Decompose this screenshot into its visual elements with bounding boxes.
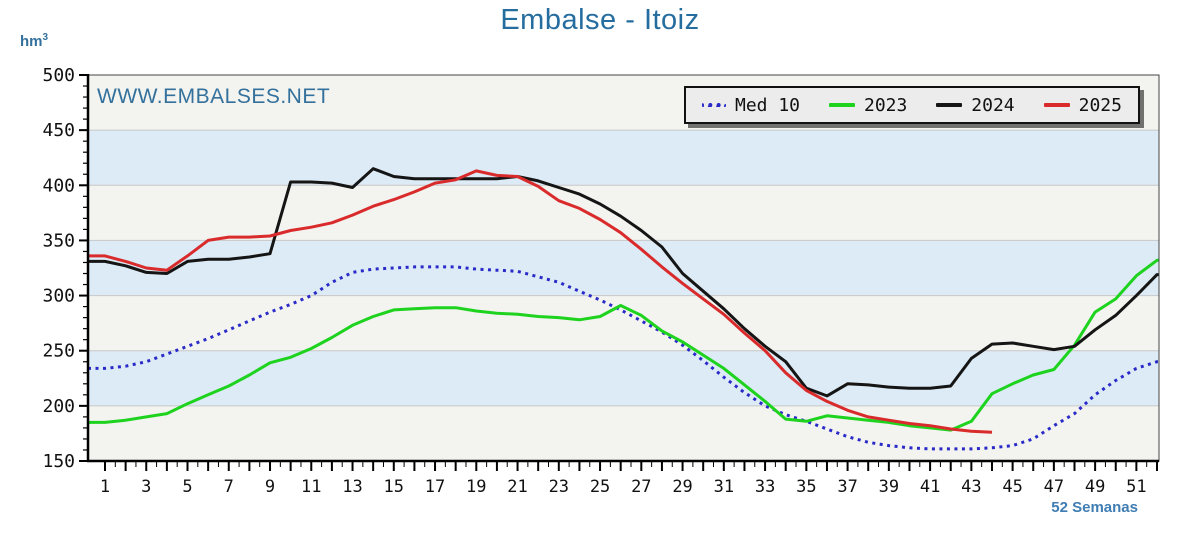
chart-frame bbox=[86, 74, 1160, 463]
legend-item-2023: 2023 bbox=[828, 94, 908, 116]
x-axis-label-27: 27 bbox=[631, 477, 651, 497]
chart-title: Embalse - Itoiz bbox=[500, 4, 700, 36]
y-axis-label-400: 400 bbox=[42, 175, 75, 196]
legend-item-med10: Med 10 bbox=[702, 95, 800, 116]
x-axis-label-29: 29 bbox=[672, 477, 692, 497]
x-axis-label-51: 51 bbox=[1126, 477, 1146, 497]
legend-marker-2025-line bbox=[1043, 103, 1070, 107]
x-axis-label-39: 39 bbox=[879, 477, 899, 497]
x-axis-label-33: 33 bbox=[755, 477, 775, 497]
band-200 bbox=[88, 350, 1159, 406]
band-250 bbox=[88, 295, 1159, 351]
x-axis-label-45: 45 bbox=[1002, 477, 1022, 497]
chart-ticks bbox=[79, 74, 1159, 471]
x-axis-label-13: 13 bbox=[342, 477, 362, 497]
x-axis-label-1: 1 bbox=[100, 477, 110, 497]
legend: Med 10 2023 2024 2025 bbox=[684, 86, 1140, 124]
x-axis-label-9: 9 bbox=[265, 477, 275, 497]
y-axis-unit-label: hm3 bbox=[20, 32, 49, 50]
legend-marker-med10-dotted-line bbox=[702, 103, 726, 107]
y-axis-label-500: 500 bbox=[42, 65, 75, 86]
y-axis-label-150: 150 bbox=[42, 451, 75, 472]
legend-marker-2023-line bbox=[828, 103, 855, 107]
legend-label-2025: 2025 bbox=[1078, 94, 1122, 116]
y-axis-label-250: 250 bbox=[42, 341, 75, 362]
series-line-2025 bbox=[88, 169, 993, 434]
series-line-2024 bbox=[88, 167, 1159, 398]
watermark: WWW.EMBALSES.NET bbox=[97, 85, 330, 108]
band-150 bbox=[88, 405, 1159, 461]
legend-label-2023: 2023 bbox=[863, 94, 908, 116]
x-axis-label-19: 19 bbox=[466, 477, 486, 497]
legend-item-2024: 2024 bbox=[936, 94, 1015, 116]
y-axis-label-350: 350 bbox=[42, 230, 75, 251]
legend-marker-2024-line bbox=[936, 103, 963, 107]
x-axis-label-17: 17 bbox=[425, 477, 445, 497]
x-axis-label-37: 37 bbox=[837, 477, 857, 497]
y-axis-label-300: 300 bbox=[42, 286, 75, 307]
x-axis-label-47: 47 bbox=[1044, 477, 1064, 497]
x-axis-label-5: 5 bbox=[182, 477, 192, 497]
x-axis-label-7: 7 bbox=[224, 477, 234, 497]
x-axis-label-11: 11 bbox=[301, 477, 321, 497]
legend-label-2024: 2024 bbox=[971, 94, 1015, 116]
x-axis-label-3: 3 bbox=[141, 477, 151, 497]
band-300 bbox=[88, 240, 1159, 296]
x-axis-label-49: 49 bbox=[1085, 477, 1105, 497]
x-axis-label-41: 41 bbox=[920, 477, 940, 497]
series-line-2023 bbox=[88, 258, 1159, 432]
series-line-med-10 bbox=[88, 265, 1159, 451]
x-axis-label-25: 25 bbox=[590, 477, 610, 497]
y-axis-label-450: 450 bbox=[42, 120, 75, 141]
legend-label-med10: Med 10 bbox=[735, 94, 801, 116]
band-400 bbox=[88, 130, 1159, 186]
chart-series bbox=[88, 167, 1159, 451]
x-axis-unit-label: 52 Semanas bbox=[1051, 499, 1138, 516]
x-axis-label-31: 31 bbox=[714, 477, 734, 497]
x-axis-label-15: 15 bbox=[384, 477, 404, 497]
chart-bands bbox=[88, 75, 1159, 461]
band-350 bbox=[88, 185, 1159, 241]
y-axis-label-200: 200 bbox=[42, 396, 75, 417]
legend-item-2025: 2025 bbox=[1043, 94, 1122, 116]
x-axis-label-35: 35 bbox=[796, 477, 816, 497]
x-axis-label-23: 23 bbox=[549, 477, 569, 497]
x-axis-label-43: 43 bbox=[961, 477, 981, 497]
x-axis-label-21: 21 bbox=[507, 477, 527, 497]
